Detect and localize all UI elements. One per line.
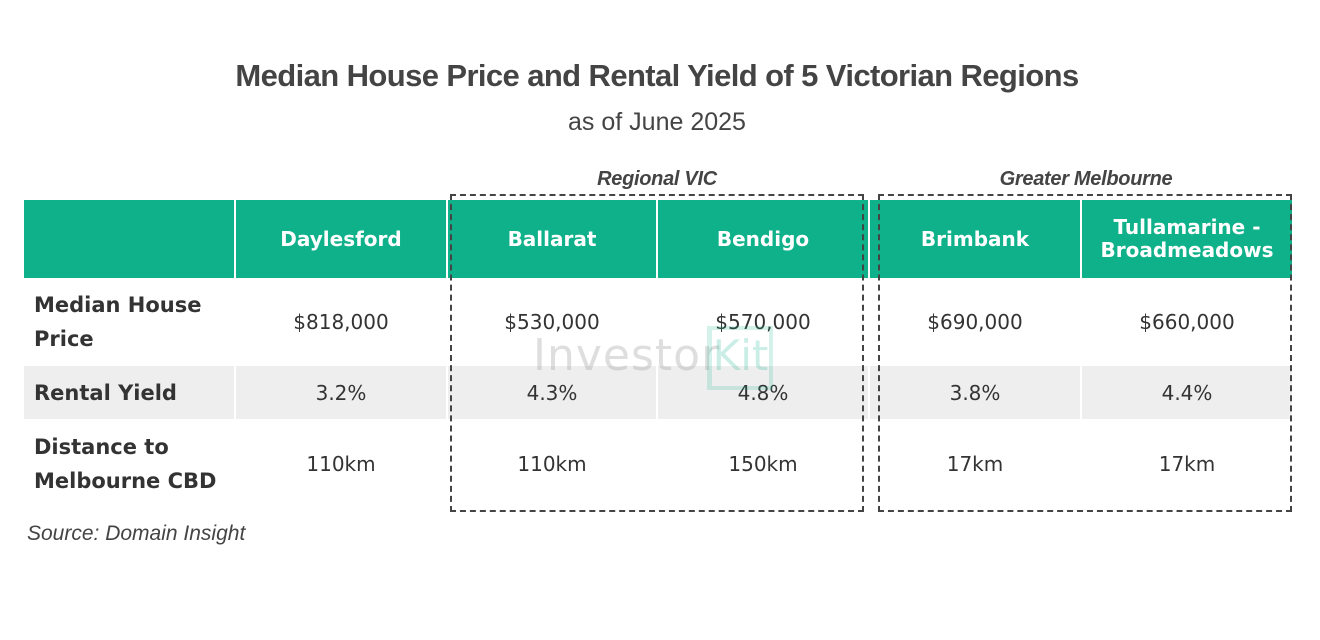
table-cell: 110km (517, 452, 587, 476)
chart-subtitle: as of June 2025 (568, 108, 746, 136)
column-header-brimbank: Brimbank (870, 200, 1080, 278)
table-cell: $570,000 (715, 310, 811, 334)
table-cell: $660,000 (1139, 310, 1235, 334)
row-label-distance-to-cbd: Distance to Melbourne CBD (34, 435, 217, 493)
table-cell: 150km (728, 452, 798, 476)
table-cell: 110km (306, 452, 376, 476)
table-cell: 17km (1158, 452, 1216, 476)
table-cell: 3.2% (236, 366, 446, 419)
column-header-ballarat: Ballarat (448, 200, 656, 278)
table-cell: $690,000 (927, 310, 1023, 334)
chart-title: Median House Price and Rental Yield of 5… (235, 58, 1079, 93)
group-label-greater-melbourne: Greater Melbourne (999, 168, 1173, 190)
column-header-tullamarine-broadmeadows: Tullamarine - Broadmeadows (1082, 200, 1292, 278)
table-cell: $818,000 (293, 310, 389, 334)
table-cell: 4.3% (448, 366, 656, 419)
table-cell: 17km (946, 452, 1004, 476)
header-corner-cell (24, 200, 234, 278)
table-cell: 4.8% (658, 366, 868, 419)
table-cell: $530,000 (504, 310, 600, 334)
column-header-bendigo: Bendigo (658, 200, 868, 278)
group-label-regional-vic: Regional VIC (597, 168, 717, 190)
table-cell: 3.8% (870, 366, 1080, 419)
row-label-rental-yield: Rental Yield (24, 366, 234, 419)
column-header-daylesford: Daylesford (236, 200, 446, 278)
source-note: Source: Domain Insight (27, 522, 246, 545)
row-label-median-house-price: Median House Price (34, 293, 202, 351)
table-cell: 4.4% (1082, 366, 1292, 419)
